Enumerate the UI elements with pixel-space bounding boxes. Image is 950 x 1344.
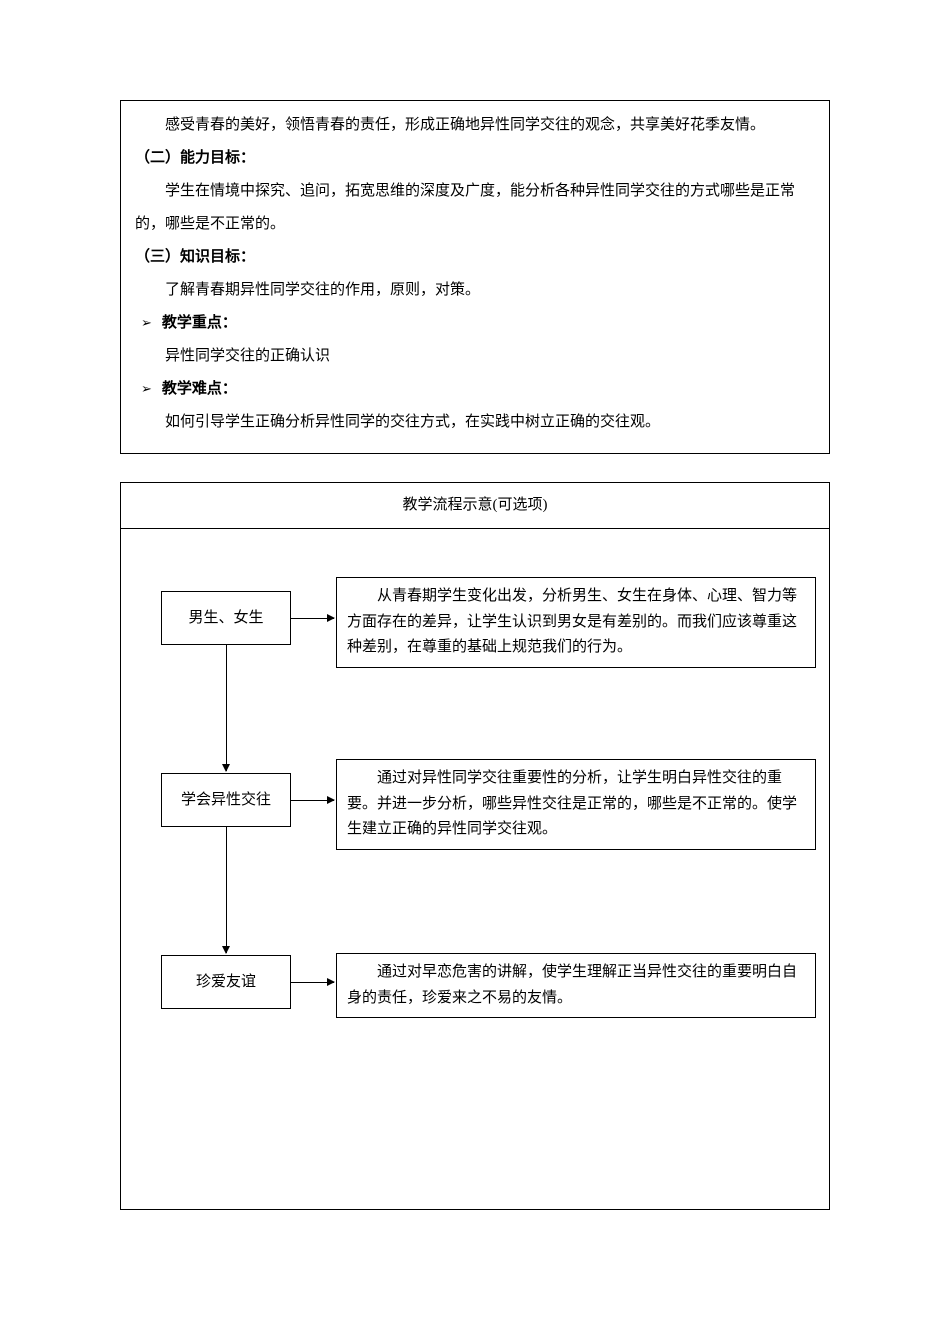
difficulty-body: 如何引导学生正确分析异性同学的交往方式，在实践中树立正确的交往观。 — [135, 406, 815, 439]
bullet-key-point: ➢ 教学重点： — [135, 307, 815, 340]
difficulty-label: 教学难点： — [162, 373, 237, 406]
flow-node-boys-girls: 男生、女生 — [161, 591, 291, 645]
flow-desc-learn-interaction: 通过对异性同学交往重要性的分析，让学生明白异性交往的重要。并进一步分析，哪些异性… — [336, 759, 816, 850]
arrow-down-icon — [226, 827, 227, 953]
flow-node-learn-interaction: 学会异性交往 — [161, 773, 291, 827]
triangle-bullet-icon: ➢ — [141, 309, 152, 338]
arrow-right-icon — [291, 982, 334, 983]
flow-desc-boys-girls: 从青春期学生变化出发，分析男生、女生在身体、心理、智力等方面存在的差异，让学生认… — [336, 577, 816, 668]
flowchart-box: 教学流程示意(可选项) 男生、女生 从青春期学生变化出发，分析男生、女生在身体、… — [120, 482, 830, 1210]
flowchart-diagram: 男生、女生 从青春期学生变化出发，分析男生、女生在身体、心理、智力等方面存在的差… — [121, 529, 829, 1169]
para-ability-goal: 学生在情境中探究、追问，拓宽思维的深度及广度，能分析各种异性同学交往的方式哪些是… — [135, 175, 815, 241]
arrow-down-icon — [226, 645, 227, 771]
para-emotion-goal: 感受青春的美好，领悟青春的责任，形成正确地异性同学交往的观念，共享美好花季友情。 — [135, 109, 815, 142]
flow-node-label: 学会异性交往 — [181, 784, 271, 817]
arrow-right-icon — [291, 800, 334, 801]
objectives-box: 感受青春的美好，领悟青春的责任，形成正确地异性同学交往的观念，共享美好花季友情。… — [120, 100, 830, 454]
flow-node-label: 珍爱友谊 — [196, 966, 256, 999]
flow-desc-text: 通过对早恋危害的讲解，使学生理解正当异性交往的重要明白自身的责任，珍爱来之不易的… — [347, 960, 805, 1011]
key-point-body: 异性同学交往的正确认识 — [135, 340, 815, 373]
flowchart-title: 教学流程示意(可选项) — [121, 483, 829, 529]
flow-desc-text: 通过对异性同学交往重要性的分析，让学生明白异性交往的重要。并进一步分析，哪些异性… — [347, 766, 805, 843]
flow-node-cherish-friendship: 珍爱友谊 — [161, 955, 291, 1009]
para-knowledge-goal: 了解青春期异性同学交往的作用，原则，对策。 — [135, 274, 815, 307]
arrow-right-icon — [291, 618, 334, 619]
triangle-bullet-icon: ➢ — [141, 375, 152, 404]
flow-desc-cherish-friendship: 通过对早恋危害的讲解，使学生理解正当异性交往的重要明白自身的责任，珍爱来之不易的… — [336, 953, 816, 1018]
bullet-difficulty: ➢ 教学难点： — [135, 373, 815, 406]
heading-ability-goal: （二）能力目标： — [135, 142, 815, 175]
flow-desc-text: 从青春期学生变化出发，分析男生、女生在身体、心理、智力等方面存在的差异，让学生认… — [347, 584, 805, 661]
key-point-label: 教学重点： — [162, 307, 237, 340]
flow-node-label: 男生、女生 — [188, 602, 263, 635]
heading-knowledge-goal: （三）知识目标： — [135, 241, 815, 274]
